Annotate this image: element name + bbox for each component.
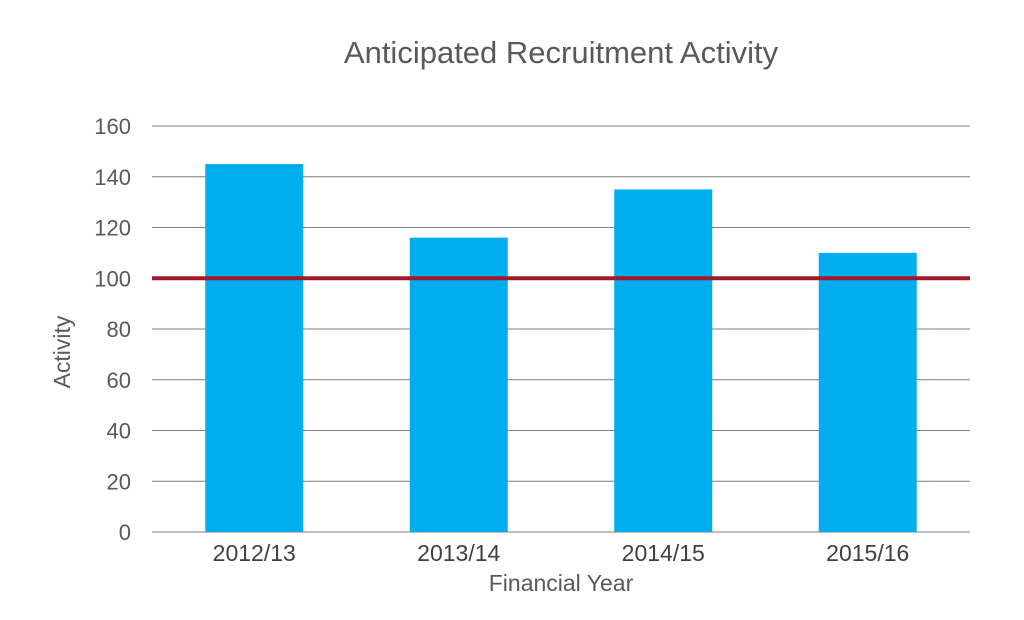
y-axis-ticks: 0 20 40 60 80 100 120 140 160 [94,114,131,545]
x-tick-label: 2015/16 [826,540,909,566]
x-tick-label: 2012/13 [213,540,296,566]
y-tick-label: 140 [94,165,131,190]
y-tick-label: 120 [94,216,131,241]
y-tick-label: 160 [94,114,131,139]
bar [614,189,713,532]
y-tick-label: 100 [94,266,131,291]
y-axis-title: Activity [49,315,75,388]
bar [818,252,917,532]
bars [205,164,917,532]
x-axis-ticks: 2012/13 2013/14 2014/15 2015/16 [213,540,910,566]
bar [409,237,508,532]
y-tick-label: 40 [107,419,131,444]
y-tick-label: 20 [107,469,131,494]
x-tick-label: 2014/15 [622,540,705,566]
y-tick-label: 0 [119,520,131,545]
y-tick-label: 60 [107,368,131,393]
x-tick-label: 2013/14 [417,540,500,566]
chart-title: Anticipated Recruitment Activity [344,35,779,70]
x-axis-title: Financial Year [489,570,634,596]
y-tick-label: 80 [107,317,131,342]
bar [205,164,304,532]
